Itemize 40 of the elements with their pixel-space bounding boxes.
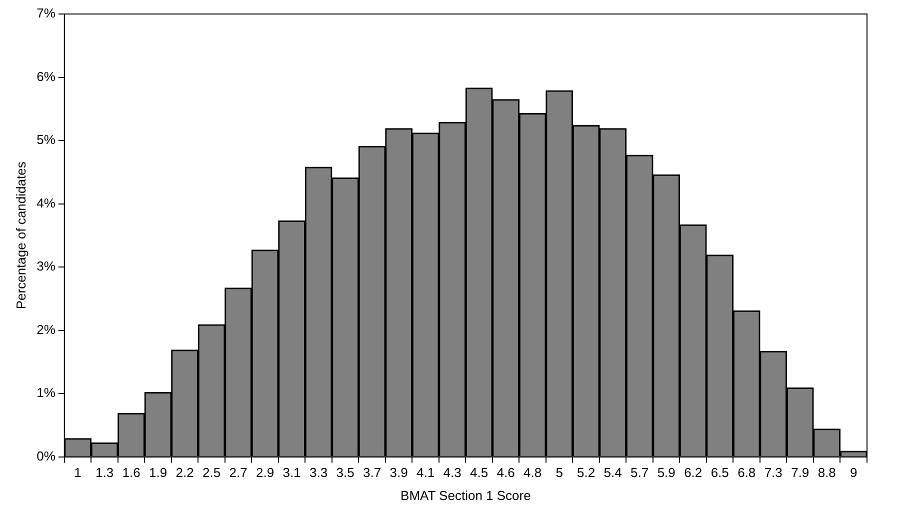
x-tick-label: 2.5 bbox=[202, 465, 221, 480]
x-tick-label: 7.3 bbox=[764, 465, 782, 480]
x-tick-label: 4.3 bbox=[443, 465, 462, 480]
x-tick-label: 5.4 bbox=[604, 465, 622, 480]
x-tick-label: 2.2 bbox=[176, 465, 194, 480]
x-tick-label: 6.2 bbox=[684, 465, 702, 480]
y-tick-label: 5% bbox=[36, 132, 56, 148]
y-axis-title: Percentage of candidates bbox=[13, 161, 28, 310]
x-tick-label: 6.8 bbox=[738, 465, 756, 480]
x-tick-label: 4.6 bbox=[496, 465, 515, 480]
x-tick-label: 7.9 bbox=[791, 465, 810, 480]
x-tick-label: 4.5 bbox=[470, 465, 488, 480]
x-tick-label: 2.9 bbox=[256, 465, 274, 480]
x-tick-label: 5 bbox=[556, 465, 563, 480]
x-tick-label: 5.9 bbox=[657, 465, 676, 480]
y-tick-label: 1% bbox=[36, 385, 56, 400]
x-tick-label: 9 bbox=[850, 465, 858, 480]
x-tick-label: 6.5 bbox=[710, 465, 729, 480]
x-tick-label: 2.7 bbox=[229, 465, 248, 480]
x-tick-label: 4.8 bbox=[524, 465, 542, 480]
x-tick-label: 3.1 bbox=[282, 465, 301, 480]
x-axis-title: BMAT Section 1 Score bbox=[400, 488, 531, 503]
x-tick-label: 4.1 bbox=[416, 465, 435, 480]
y-tick-label: 4% bbox=[36, 195, 56, 210]
x-tick-label: 1.3 bbox=[95, 465, 114, 480]
x-tick-label: 1 bbox=[74, 465, 82, 480]
x-tick-label: 8.8 bbox=[818, 465, 836, 480]
y-tick-label: 7% bbox=[36, 6, 56, 21]
x-tick-label: 3.5 bbox=[336, 465, 354, 480]
x-tick-label: 3.7 bbox=[363, 465, 382, 480]
x-tick-label: 3.9 bbox=[390, 465, 408, 480]
x-tick-label: 3.3 bbox=[310, 465, 328, 480]
y-tick-label: 2% bbox=[36, 322, 56, 337]
y-tick-label: 0% bbox=[36, 448, 56, 464]
y-tick-label: 3% bbox=[36, 258, 56, 274]
x-tick-label: 1.6 bbox=[122, 465, 140, 480]
x-tick-label: 5.2 bbox=[577, 465, 596, 480]
y-tick-label: 6% bbox=[36, 68, 56, 84]
x-tick-label: 1.9 bbox=[148, 465, 168, 480]
x-tick-label: 5.7 bbox=[630, 465, 649, 480]
